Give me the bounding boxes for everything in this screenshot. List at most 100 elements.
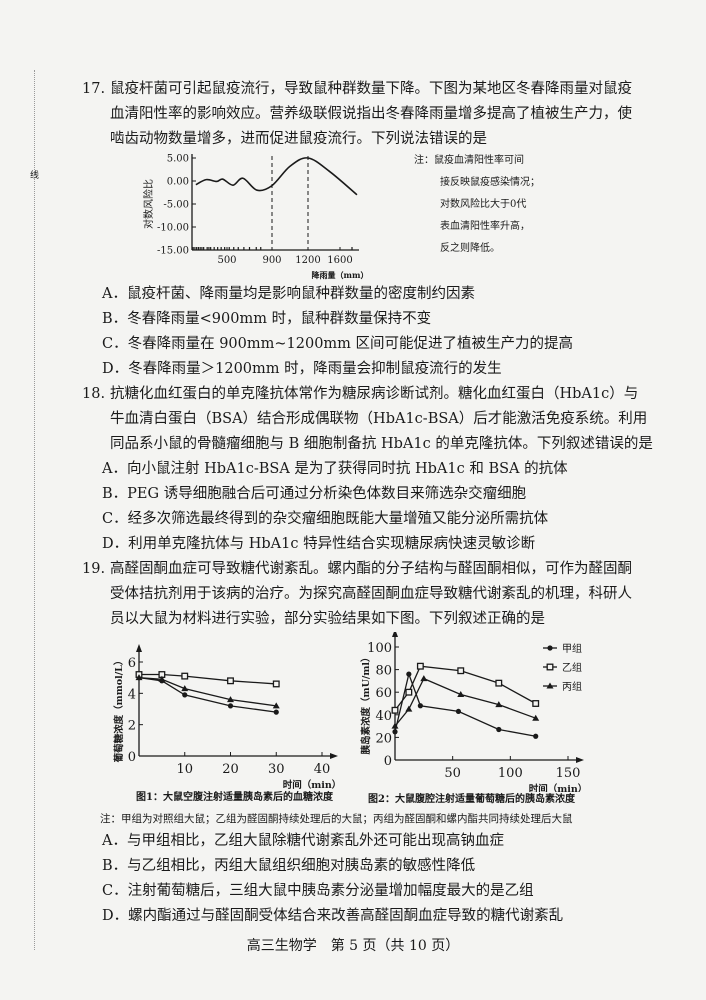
question-19: 19. 高醛固酮血症可导致糖代谢紊乱。螺内酯的分子结构与醛固酮相似，可作为醛固酮 … xyxy=(82,557,672,632)
option-c: C．注射葡萄糖后，三组大鼠中胰岛素分泌量增加幅度最大的是乙组 xyxy=(102,883,534,899)
question-stem-line: 员以大鼠为材料进行实验，部分实验结果如下图。下列叙述正确的是 xyxy=(110,611,545,627)
x-axis-label: 时间（min） xyxy=(283,779,342,790)
y-tick-label: 6 xyxy=(128,656,136,671)
series-line xyxy=(394,677,536,727)
question-stem-line: 19. 高醛固酮血症可导致糖代谢紊乱。螺内酯的分子结构与醛固酮相似，可作为醛固酮 xyxy=(82,557,672,582)
x-axis-label: 时间（min） xyxy=(529,783,588,792)
y-axis-arrow xyxy=(392,632,398,637)
x-axis-arrow xyxy=(330,753,338,759)
data-point xyxy=(406,671,412,677)
data-point xyxy=(181,672,189,680)
y-tick-label: 0 xyxy=(384,754,392,769)
data-point xyxy=(272,702,280,709)
data-point xyxy=(181,685,189,692)
y-tick-label: 40 xyxy=(375,709,392,724)
legend-marker xyxy=(547,645,553,651)
y-axis-arrow xyxy=(136,644,142,652)
question-stem-line: 啮齿动物数量增多，进而促进鼠疫流行。下列说法错误的是 xyxy=(110,131,487,147)
chart-note: 注：鼠疫血清阳性率可间 接反映鼠疫感染情况； 对数风险比大于0代 表血清阳性率升高，反… xyxy=(414,155,540,254)
data-point xyxy=(457,690,465,697)
x-tick-label: 20 xyxy=(222,762,239,777)
option-b: B．PEG 诱导细胞融合后可通过分析染色体数目来筛选杂交瘤细胞 xyxy=(102,486,527,502)
x-tick-label: 900 xyxy=(262,255,281,266)
option-d: D．利用单克隆抗体与 HbA1c 特异性结合实现糖尿病快速灵敏诊断 xyxy=(102,536,536,552)
question-stem-line: 17. 鼠疫杆菌可引起鼠疫流行，导致鼠种群数量下降。下图为某地区冬春降雨量对鼠疫 xyxy=(82,77,672,102)
data-point xyxy=(135,674,143,681)
x-tick-label: 1200 xyxy=(295,255,320,266)
legend-marker xyxy=(546,682,554,689)
data-point xyxy=(227,703,234,709)
data-point xyxy=(532,700,540,707)
data-point xyxy=(158,675,166,682)
y-tick-label: 4 xyxy=(128,687,136,702)
data-point xyxy=(455,708,462,715)
y-tick-label: 0.00 xyxy=(167,177,189,188)
x-tick-label: 10 xyxy=(176,762,193,777)
data-point xyxy=(416,662,424,670)
y-tick-label: 80 xyxy=(375,664,392,679)
y-tick-label: -10.00 xyxy=(157,223,189,234)
figure-note: 注：甲组为对照组大鼠；乙组为醛固酮持续处理后的大鼠；丙组为醛固酮和螺内酯共同持续… xyxy=(100,813,573,825)
data-point xyxy=(273,709,279,715)
question-stem-line: 血清阳性率的影响效应。营养级联假说指出冬春降雨量增多提高了植被生产力，使 xyxy=(110,106,632,122)
data-point xyxy=(495,679,503,687)
question-stem-line: 18. 抗糖化血红蛋白的单克隆抗体常作为糖尿病诊断试剂。糖化血红蛋白（HbA1c）… xyxy=(82,382,672,407)
data-point xyxy=(457,667,465,675)
option-d: D．螺内酯通过与醛固酮受体结合来改善高醛固酮血症导致的糖代谢紊乱 xyxy=(102,908,564,924)
margin-mark: 线 xyxy=(30,171,40,181)
page-footer: 高三生物学 第 5 页（共 10 页） xyxy=(246,938,460,954)
x-axis-arrow xyxy=(576,757,584,763)
option-c: C．经多次筛选最终得到的杂交瘤细胞既能大量增殖又能分泌所需抗体 xyxy=(102,511,549,527)
y-tick-label: -15.00 xyxy=(157,246,189,257)
x-tick-label: 40 xyxy=(314,762,331,777)
series-line xyxy=(394,665,537,711)
y-axis-label: 对数风险比 xyxy=(142,179,155,229)
data-point xyxy=(392,729,398,735)
option-a: A．鼠疫杆菌、降雨量均是影响鼠种群数量的密度制约因素 xyxy=(102,286,475,302)
question-19-options: A．与甲组相比，乙组大鼠除糖代谢紊乱外还可能出现高钠血症 B．与乙组相比，丙组大… xyxy=(82,829,672,929)
data-point xyxy=(391,706,399,714)
series-line xyxy=(394,671,536,737)
data-point xyxy=(420,675,428,682)
data-point xyxy=(391,722,399,729)
question-number: 17. xyxy=(82,81,106,97)
y-tick-label: 20 xyxy=(375,731,392,746)
option-b: B．冬春降雨量<900mm 时，鼠种群数量保持不变 xyxy=(102,311,432,327)
chart-fig2-insulin: 0 20 40 60 80 100 50 100 150 胰岛素浓度（mU/ml） 时间（min） 甲… xyxy=(360,632,588,792)
x-tick-label: 100 xyxy=(498,766,523,781)
y-tick-label: -5.00 xyxy=(163,200,189,211)
y-axis-label: 葡萄糖浓度（mmol/L） xyxy=(113,656,125,764)
fig1-caption: 图1：大鼠空腹注射适量胰岛素后的血糖浓度 xyxy=(136,792,333,803)
data-point xyxy=(272,680,280,688)
x-tick-label: 30 xyxy=(268,762,285,777)
data-point xyxy=(496,726,502,733)
data-point xyxy=(405,688,413,696)
y-tick-label: 2 xyxy=(128,719,136,734)
legend-label: 乙组 xyxy=(562,661,582,674)
x-tick-label: 1600 xyxy=(327,255,352,266)
question-stem-line: 受体拮抗剂用于该病的治疗。为探究高醛固酮血症导致糖代谢紊乱的机理，科研人 xyxy=(110,586,632,602)
y-tick-label: 60 xyxy=(375,686,392,701)
option-a: A．向小鼠注射 HbA1c-BSA 是为了获得同时抗 HbA1c 和 BSA 的… xyxy=(102,461,568,477)
data-point xyxy=(227,677,234,685)
x-axis-label: 降雨量（mm） xyxy=(312,270,369,280)
question-stem-line: 同品系小鼠的骨髓瘤细胞与 B 细胞制备抗 HbA1c 的单克隆抗体。下列叙述错误… xyxy=(110,436,653,452)
y-tick-label: 5.00 xyxy=(167,154,189,165)
binding-margin-line xyxy=(34,70,35,950)
legend-label: 甲组 xyxy=(562,642,582,655)
question-17-options: A．鼠疫杆菌、降雨量均是影响鼠种群数量的密度制约因素 B．冬春降雨量<900mm… xyxy=(82,282,672,382)
question-17: 17. 鼠疫杆菌可引起鼠疫流行，导致鼠种群数量下降。下图为某地区冬春降雨量对鼠疫 … xyxy=(82,77,672,152)
data-point xyxy=(227,696,234,703)
data-point xyxy=(405,705,413,712)
option-c: C．冬春降雨量在 900mm~1200mm 区间可能促进了植被生产力的提高 xyxy=(102,336,574,352)
series-line xyxy=(195,157,358,196)
question-number: 18. xyxy=(82,386,106,402)
question-number: 19. xyxy=(82,561,106,577)
x-tick-label: 500 xyxy=(217,255,236,266)
fig2-caption: 图2：大鼠腹腔注射适量葡萄糖后的胰岛素浓度 xyxy=(368,794,575,805)
y-axis-label: 胰岛素浓度（mU/ml） xyxy=(360,653,372,755)
data-point xyxy=(417,703,423,709)
option-b: B．与乙组相比，丙组大鼠组织细胞对胰岛素的敏感性降低 xyxy=(102,858,476,874)
y-tick-label: 100 xyxy=(367,641,392,656)
option-d: D．冬春降雨量＞1200mm 时，降雨量会抑制鼠疫流行的发生 xyxy=(102,361,502,377)
